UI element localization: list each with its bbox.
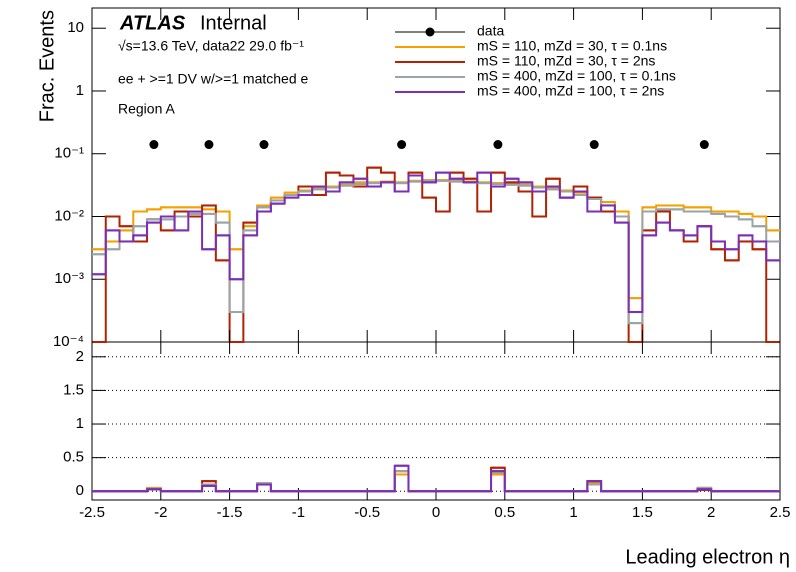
step-outline	[92, 464, 780, 493]
y-tick-label: 10⁻²	[54, 207, 84, 224]
legend-label: mS = 110, mZd = 30, τ = 2ns	[477, 53, 655, 69]
status-label: Internal	[200, 12, 267, 34]
x-tick-label: -0.5	[354, 504, 380, 521]
x-tick-label: 2	[707, 504, 715, 521]
legend-marker	[425, 27, 435, 37]
y-tick-label: 1.5	[63, 381, 84, 398]
legend-label: mS = 400, mZd = 100, τ = 2ns	[477, 83, 664, 99]
y-tick-label: 10⁻³	[54, 270, 84, 287]
data-point	[259, 140, 269, 150]
x-tick-label: -2	[154, 504, 167, 521]
x-tick-label: 0.5	[494, 504, 515, 521]
step-outline	[92, 171, 780, 314]
energy-label: √s=13.6 TeV, data22 29.0 fb⁻¹	[118, 38, 304, 54]
data-point	[699, 140, 709, 150]
y-tick-label: 10⁻⁴	[53, 333, 84, 350]
x-axis-label: Leading electron η	[625, 546, 790, 568]
y-tick-label: 2	[76, 348, 84, 365]
data-point	[397, 140, 407, 150]
x-tick-label: 2.5	[770, 504, 791, 521]
x-tick-label: 1	[569, 504, 577, 521]
selection-label: ee + >=1 DV w/>=1 matched e	[118, 71, 309, 87]
legend-label: mS = 110, mZd = 30, τ = 0.1ns	[477, 38, 667, 54]
data-point	[493, 140, 503, 150]
x-tick-label: 0	[432, 504, 440, 521]
data-point	[589, 140, 599, 150]
x-tick-label: -1.5	[217, 504, 243, 521]
y-axis-label: Frac. Events	[36, 10, 58, 122]
region-label: Region A	[118, 101, 175, 117]
step-outline	[92, 466, 780, 493]
x-tick-label: 1.5	[632, 504, 653, 521]
y-tick-label: 10⁻¹	[54, 145, 84, 162]
legend-label: data	[477, 23, 504, 39]
ratio-frame	[91, 341, 781, 501]
legend-label: mS = 400, mZd = 100, τ = 0.1ns	[477, 68, 676, 84]
y-tick-label: 1	[76, 415, 84, 432]
x-tick-label: -1	[292, 504, 305, 521]
data-point	[204, 140, 214, 150]
y-tick-label: 0.5	[63, 449, 84, 466]
y-tick-label: 10	[67, 19, 84, 36]
data-point	[149, 140, 159, 150]
atlas-label: ATLAS	[119, 12, 186, 34]
y-tick-label: 1	[76, 82, 84, 99]
x-tick-label: -2.5	[79, 504, 105, 521]
step-outline	[92, 166, 780, 343]
y-tick-label: 0	[76, 482, 84, 499]
